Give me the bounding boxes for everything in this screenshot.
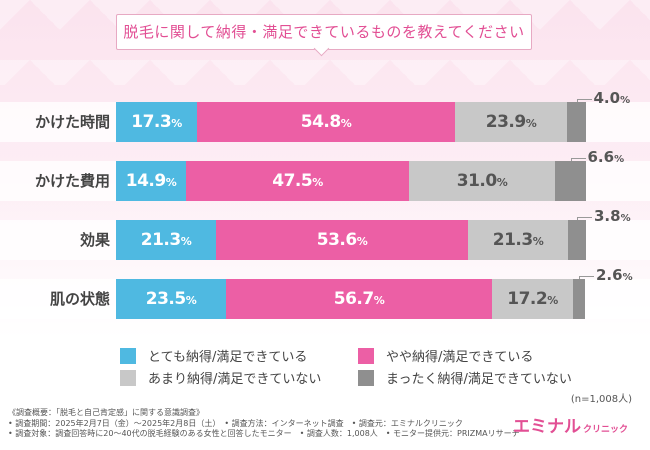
category-label: かけた費用 — [34, 172, 110, 190]
legend-label: やや納得/満足できている — [386, 350, 534, 365]
data-label: 21.3 — [493, 230, 543, 250]
sample-size: (n=1,008人) — [570, 394, 632, 405]
legend-swatch — [120, 347, 136, 364]
bar-segment: 23.5 — [116, 279, 226, 319]
bar-segment: 17.2 — [492, 279, 573, 319]
note-line: 《調査概要：「脱毛と自己肯定感」に関する意識調査》 — [8, 408, 204, 417]
legend-label: まったく納得/満足できていない — [386, 372, 572, 387]
data-label: 31.0 — [457, 171, 507, 191]
bar-segment: 21.3 — [116, 220, 216, 260]
legend-label: あまり納得/満足できていない — [148, 372, 322, 387]
data-label: 4.0 — [594, 89, 631, 107]
bar-segment: 47.5 — [186, 161, 409, 201]
data-label: 3.8 — [594, 207, 631, 225]
bar-segment — [555, 161, 586, 201]
data-label: 53.6 — [317, 230, 367, 250]
legend-swatch — [358, 369, 374, 386]
data-label: 47.5 — [272, 171, 322, 191]
bar-segment: 14.9 — [116, 161, 186, 201]
chart-title: 脱毛に関して納得・満足できているものを教えてください — [116, 14, 532, 50]
data-label: 23.9 — [486, 112, 536, 132]
bar-segment: 53.6 — [216, 220, 468, 260]
data-label: 21.3 — [141, 230, 191, 250]
data-label: 14.9 — [126, 171, 176, 191]
bar-segment — [568, 220, 586, 260]
data-label: 23.5 — [146, 289, 196, 309]
data-label: 6.6 — [588, 148, 625, 166]
data-label: 54.8 — [301, 112, 351, 132]
category-label: かけた時間 — [34, 113, 110, 131]
bar-segment: 17.3 — [116, 102, 197, 142]
data-label: 17.3 — [131, 112, 181, 132]
clinic-logo: エミナル クリニック — [512, 417, 628, 437]
data-label: 17.2 — [507, 289, 557, 309]
legend-swatch — [120, 369, 136, 386]
note-line: • 調査対象：調査回答時に20～40代の脱毛経験のある女性と回答したモニター •… — [8, 429, 520, 438]
category-label: 肌の状態 — [49, 290, 110, 308]
legend-item: とても納得/満足できている — [120, 346, 307, 365]
survey-notes: 《調査概要：「脱毛と自己肯定感」に関する意識調査》 • 調査期間：2025年2月… — [8, 408, 520, 440]
legend-item: やや納得/満足できている — [358, 346, 533, 365]
bar-segment: 56.7 — [226, 279, 492, 319]
bar-segment: 31.0 — [409, 161, 555, 201]
legend-item: まったく納得/満足できていない — [358, 368, 572, 387]
bar-segment — [567, 102, 586, 142]
category-label: 効果 — [79, 231, 110, 249]
legend-label: とても納得/満足できている — [148, 350, 308, 365]
bar-segment: 54.8 — [197, 102, 455, 142]
bar-segment: 23.9 — [455, 102, 567, 142]
legend-swatch — [358, 347, 374, 364]
legend-item: あまり納得/満足できていない — [120, 368, 321, 387]
data-label: 56.7 — [334, 289, 384, 309]
bar-segment: 21.3 — [468, 220, 568, 260]
bar-segment — [573, 279, 585, 319]
note-line: • 調査期間：2025年2月7日（金）～2025年2月8日（土） • 調査方法：… — [8, 418, 463, 428]
data-label: 2.6 — [596, 266, 633, 284]
